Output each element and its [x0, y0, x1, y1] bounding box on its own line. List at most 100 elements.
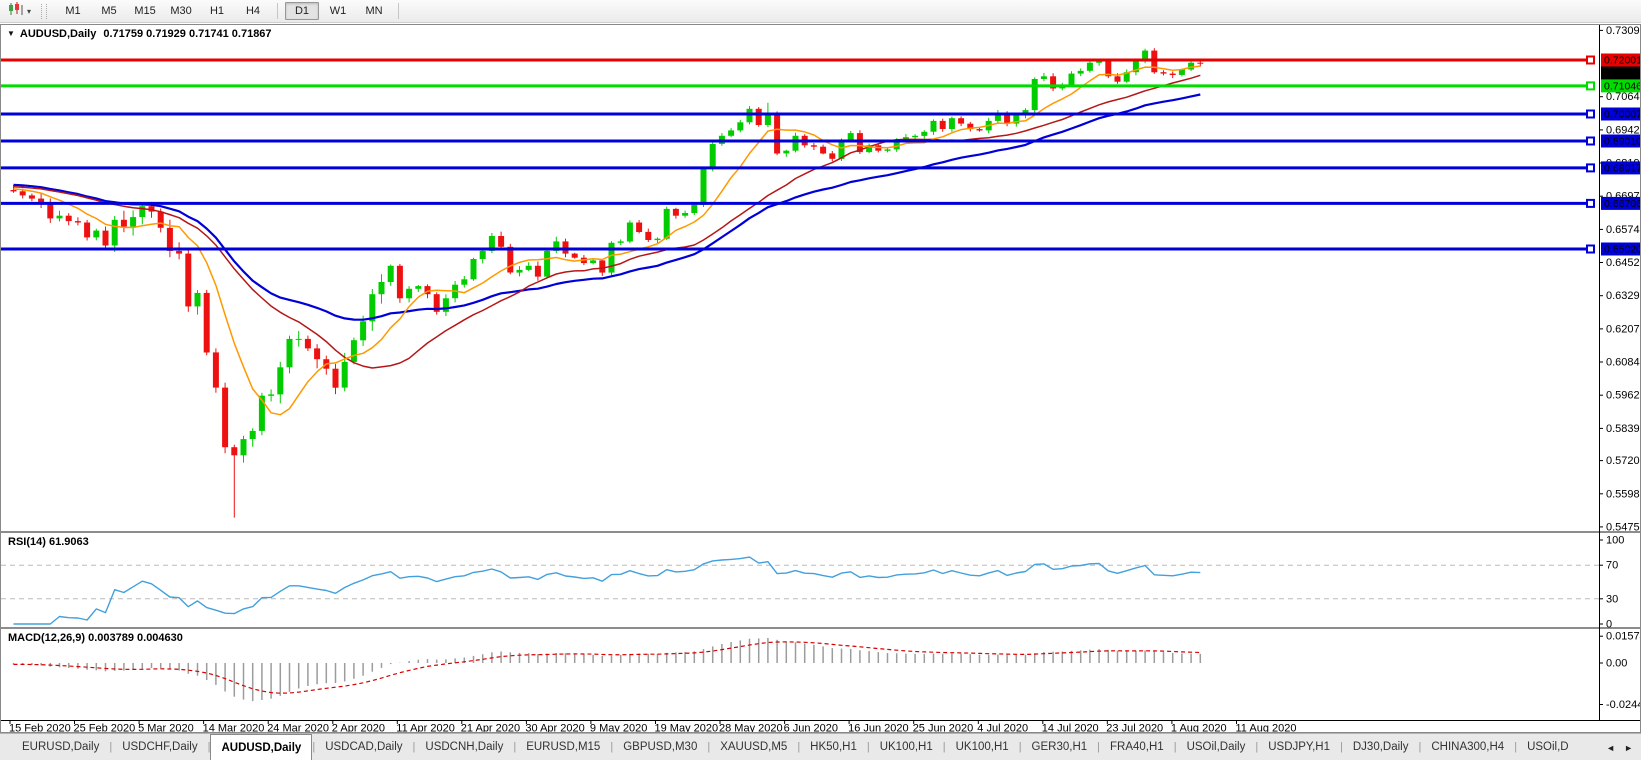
chart-canvas[interactable]: 0.730950.706450.694200.681950.669700.657… [1, 25, 1640, 732]
candle-up [764, 114, 771, 125]
chart-tab-ger30-h1[interactable]: GER30,H1 [1031, 741, 1088, 753]
candle-down [424, 286, 431, 295]
chart-tab-gbpusd-m30[interactable]: GBPUSD,M30 [623, 741, 698, 753]
timeframe-button-w1[interactable]: W1 [329, 5, 347, 17]
price-tick-label: 0.73095 [1606, 25, 1640, 37]
chart-ohlc-values: 0.71759 0.71929 0.71741 0.71867 [103, 28, 272, 40]
date-tick-label: 25 Jun 2020 [913, 723, 974, 733]
candle-down [185, 253, 192, 307]
candle-down [212, 352, 219, 388]
candle-down [314, 348, 321, 360]
chart-tab-eurusd-m15[interactable]: EURUSD,M15 [526, 741, 601, 753]
level-drag-handle[interactable] [1586, 198, 1595, 208]
timeframe-button-m1[interactable]: M1 [65, 5, 81, 17]
rsi-indicator-label: RSI(14) 61.9063 [8, 536, 89, 548]
chart-tab-uk100-h1[interactable]: UK100,H1 [955, 741, 1009, 753]
candle-up [56, 215, 63, 219]
candle-down [1160, 72, 1167, 74]
level-drag-handle[interactable] [1586, 81, 1595, 91]
candle-up [516, 269, 523, 273]
candle-up [1096, 61, 1103, 63]
chart-tab-xauusd-m5[interactable]: XAUUSD,M5 [720, 741, 788, 753]
chart-tab-usoil-daily[interactable]: USOil,Daily [1186, 741, 1246, 753]
chart-tab-usdcad-daily[interactable]: USDCAD,Daily [325, 741, 403, 753]
chart-tab-dj30-daily[interactable]: DJ30,Daily [1352, 741, 1409, 753]
candle-up [249, 430, 256, 439]
candle-down [645, 231, 652, 240]
level-drag-handle[interactable] [1586, 109, 1595, 119]
candle-up [544, 250, 551, 277]
level-price-box [1601, 79, 1640, 93]
price-tick-label: 0.70645 [1606, 91, 1640, 103]
timeframe-button-h4[interactable]: H4 [245, 5, 261, 17]
timeframe-button-m30[interactable]: M30 [170, 5, 192, 17]
candle-up [838, 139, 845, 159]
tab-divider: | [707, 741, 711, 753]
candle-up [1178, 69, 1185, 75]
candle-down [1105, 61, 1112, 77]
date-tick-label: 11 Apr 2020 [396, 723, 455, 733]
candle-up [1086, 62, 1093, 71]
level-drag-handle[interactable] [1586, 55, 1595, 65]
candle-up [406, 288, 413, 299]
date-tick-label: 2 Apr 2020 [332, 723, 385, 733]
candle-up [1013, 115, 1020, 124]
candle-down [222, 387, 229, 448]
chart-tab-usdjpy-h1[interactable]: USDJPY,H1 [1268, 741, 1331, 753]
chart-tab-usdchf-daily[interactable]: USDCHF,Daily [122, 741, 198, 753]
price-tick-label: 0.54755 [1606, 521, 1640, 533]
candle-down [856, 133, 863, 153]
timeframe-button-m15[interactable]: M15 [134, 5, 156, 17]
level-price-box [1601, 53, 1640, 67]
tab-divider: | [610, 741, 614, 753]
level-price-box [1601, 242, 1640, 256]
candle-up [525, 265, 532, 270]
date-tick-label: 28 May 2020 [719, 723, 783, 733]
level-drag-handle[interactable] [1586, 136, 1595, 146]
tab-divider: | [109, 741, 113, 753]
chart-tab-uk100-h1[interactable]: UK100,H1 [879, 741, 933, 753]
candle-up [994, 112, 1001, 121]
macd-tick-label: 0.00 [1606, 658, 1627, 670]
candle-up [295, 338, 302, 340]
chart-tab-hk50-h1[interactable]: HK50,H1 [810, 741, 857, 753]
chart-tab-china300-h4[interactable]: CHINA300,H4 [1431, 741, 1505, 753]
panel-separator[interactable] [1, 627, 1640, 629]
timeframe-button-d1[interactable]: D1 [285, 2, 320, 20]
date-tick-label: 24 Mar 2020 [267, 723, 329, 733]
candle-up [1068, 73, 1075, 86]
date-tick-label: 14 Jul 2020 [1042, 723, 1099, 733]
level-drag-handle[interactable] [1586, 244, 1595, 254]
chart-type-button[interactable]: ▾ [4, 0, 35, 23]
level-drag-handle[interactable] [1586, 163, 1595, 173]
chart-tab-eurusd-daily[interactable]: EURUSD,Daily [22, 741, 100, 753]
tab-divider: | [412, 741, 416, 753]
window-menu-triangle-icon[interactable]: ▼ [7, 29, 15, 38]
candle-up [1188, 62, 1195, 70]
candle-up [590, 260, 597, 264]
panel-separator[interactable] [1, 531, 1640, 533]
candle-up [360, 321, 367, 341]
price-tick-label: 0.57205 [1606, 455, 1640, 467]
tab-scroll-left-icon[interactable]: ◄ [1606, 742, 1616, 753]
tab-scroll-right-icon[interactable]: ► [1624, 742, 1633, 753]
chart-tab-usdcnh-daily[interactable]: USDCNH,Daily [425, 741, 504, 753]
candle-up [746, 108, 753, 123]
chart-tab-fra40-h1[interactable]: FRA40,H1 [1110, 741, 1164, 753]
chart-tab-audusd-daily[interactable]: AUDUSD,Daily [210, 734, 313, 760]
timeframe-button-m5[interactable]: M5 [101, 5, 117, 17]
chart-symbol-period: AUDUSD,Daily [19, 28, 97, 40]
macd-signal-line [13, 641, 1201, 694]
date-tick-label: 4 Jul 2020 [977, 723, 1028, 733]
tab-divider: | [1097, 741, 1101, 753]
timeframe-button-h1[interactable]: H1 [209, 5, 225, 17]
tab-divider: | [1255, 741, 1259, 753]
chart-tab-usoil-d[interactable]: USOil,D [1527, 741, 1569, 753]
toolbar-grip-handle[interactable] [41, 3, 48, 19]
timeframe-button-mn[interactable]: MN [365, 5, 383, 17]
candle-down [599, 260, 606, 273]
